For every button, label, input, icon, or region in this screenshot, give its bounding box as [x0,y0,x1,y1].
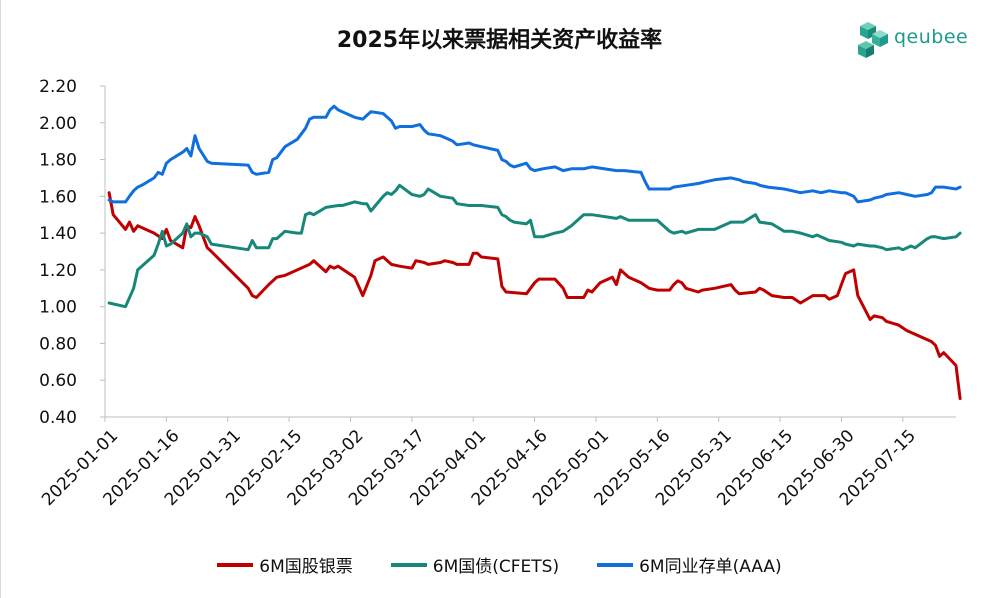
chart-legend: 6M国股银票 6M国债(CFETS) 6M同业存单(AAA) [1,552,997,577]
y-tick-label: 2.00 [39,114,77,134]
legend-item-2: 6M国债(CFETS) [390,552,560,577]
brand-name: qeubee [894,26,969,48]
series-line-1 [107,191,962,401]
series-line-3 [107,104,962,204]
legend-swatch [390,562,427,567]
legend-swatch [217,562,254,567]
y-tick-label: 1.40 [39,224,77,244]
cube-logo-icon [858,22,888,58]
y-tick-label: 0.40 [39,408,77,428]
brand-logo: qeubee [856,20,976,60]
y-tick-label: 1.80 [39,151,77,171]
y-tick-label: 2.20 [39,77,77,97]
y-tick-label: 0.60 [39,371,77,391]
legend-label: 6M国股银票 [259,557,353,577]
series-line-2 [107,183,962,309]
legend-label: 6M国债(CFETS) [432,557,560,577]
y-tick-label: 1.20 [39,261,77,281]
y-tick-label: 0.80 [39,334,77,354]
legend-label: 6M同业存单(AAA) [639,557,782,577]
legend-item-3: 6M同业存单(AAA) [597,552,782,577]
y-tick-label: 1.00 [39,298,77,318]
legend-swatch [597,562,634,567]
chart-title: 2025年以来票据相关资产收益率 [336,28,663,53]
y-tick-label: 1.60 [39,187,77,207]
legend-item-1: 6M国股银票 [217,552,353,577]
